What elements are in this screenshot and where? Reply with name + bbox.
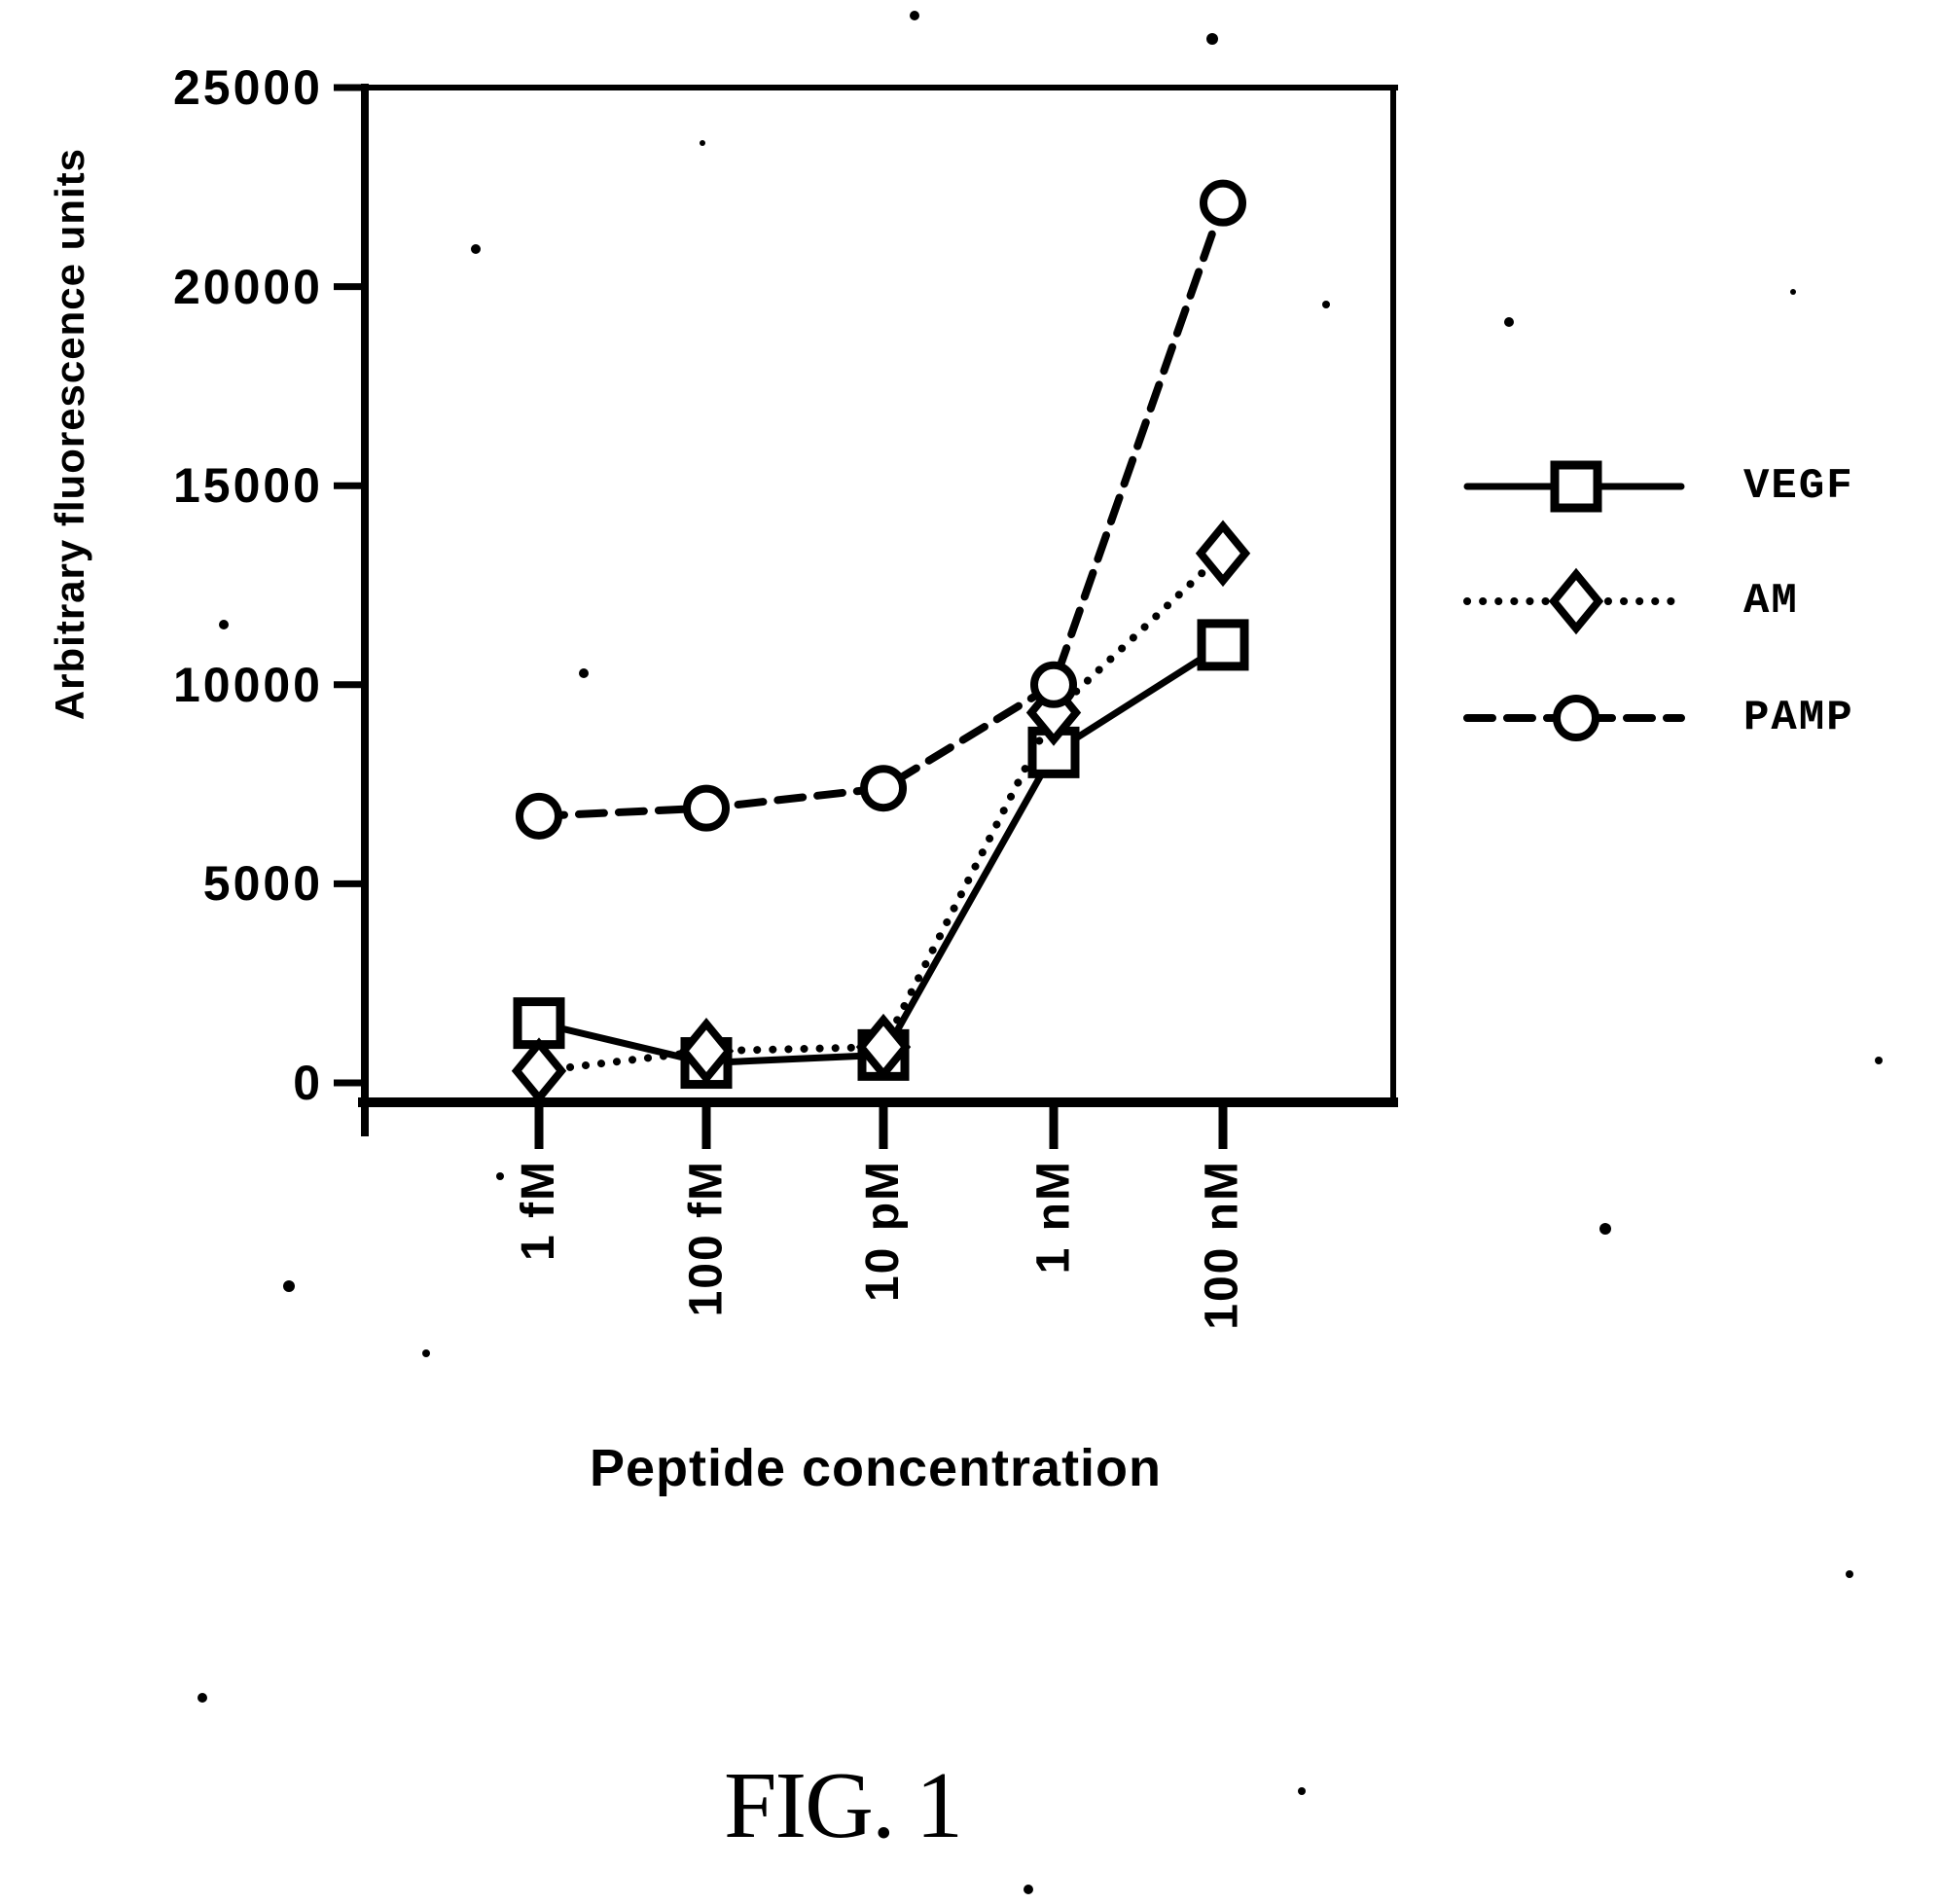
data-point-vegf xyxy=(1197,619,1249,671)
data-point-pamp xyxy=(516,792,562,840)
y-tick-label: 10000 xyxy=(172,657,323,712)
legend-label: AM xyxy=(1743,577,1799,626)
legend-item-pamp: PAMP xyxy=(1461,681,1854,755)
legend-circle-marker xyxy=(1553,695,1599,741)
x-tick-label: 1 nM xyxy=(1027,1160,1079,1275)
data-point-pamp xyxy=(1200,179,1246,227)
scan-speck xyxy=(1599,1223,1611,1235)
y-tick-label: 20000 xyxy=(172,259,323,314)
legend-diamond-marker xyxy=(1548,567,1604,635)
legend-sample-dotted-line xyxy=(1463,567,1685,635)
data-point-am xyxy=(855,1013,912,1081)
scan-speck xyxy=(1206,33,1218,45)
scan-speck xyxy=(471,244,481,254)
legend-label: VEGF xyxy=(1743,462,1854,511)
series-line-vegf xyxy=(535,641,1227,1067)
x-tick-label: 100 fM xyxy=(680,1160,732,1317)
y-tick-label: 0 xyxy=(293,1056,323,1110)
legend-sample-solid-line xyxy=(1463,460,1685,513)
y-tick-label: 5000 xyxy=(202,856,323,912)
x-tick-label: 100 nM xyxy=(1197,1160,1248,1330)
scan-speck xyxy=(1846,1570,1853,1578)
data-point-pamp xyxy=(860,765,907,812)
data-point-am xyxy=(678,1017,735,1085)
series-line-pamp xyxy=(535,198,1227,820)
scan-speck xyxy=(1504,317,1514,327)
legend-item-am: AM xyxy=(1461,564,1799,638)
scan-speck xyxy=(700,140,705,146)
scan-speck xyxy=(219,620,229,629)
scan-speck xyxy=(198,1693,207,1703)
data-point-pamp xyxy=(1030,661,1077,708)
scan-speck xyxy=(910,11,919,20)
legend-sample-dashed-line xyxy=(1463,695,1685,741)
scan-speck xyxy=(1790,289,1796,295)
y-axis-title: Arbitrary fluorescence units xyxy=(47,148,92,721)
scan-speck xyxy=(1024,1885,1033,1894)
scan-speck xyxy=(1875,1057,1883,1064)
data-point-am xyxy=(1195,520,1251,588)
scan-speck xyxy=(1322,301,1330,308)
data-point-am xyxy=(511,1037,567,1105)
scan-speck xyxy=(1298,1787,1306,1795)
legend-item-vegf: VEGF xyxy=(1461,449,1854,523)
scan-speck xyxy=(422,1349,430,1357)
legend-label: PAMP xyxy=(1743,694,1854,742)
x-tick-label: 10 pM xyxy=(857,1160,909,1303)
scan-speck xyxy=(579,668,589,678)
y-tick-label: 25000 xyxy=(172,60,323,115)
data-point-pamp xyxy=(683,784,730,832)
figure-caption: FIG. 1 xyxy=(724,1753,963,1858)
y-tick-label: 15000 xyxy=(172,458,323,514)
scan-speck xyxy=(496,1172,504,1180)
x-tick-label: 1 fM xyxy=(513,1160,564,1261)
x-axis-title: Peptide concentration xyxy=(589,1439,1163,1497)
legend-square-marker xyxy=(1550,460,1602,513)
scan-speck xyxy=(283,1280,295,1292)
legend: VEGF AM PAMP xyxy=(1461,0,1940,876)
